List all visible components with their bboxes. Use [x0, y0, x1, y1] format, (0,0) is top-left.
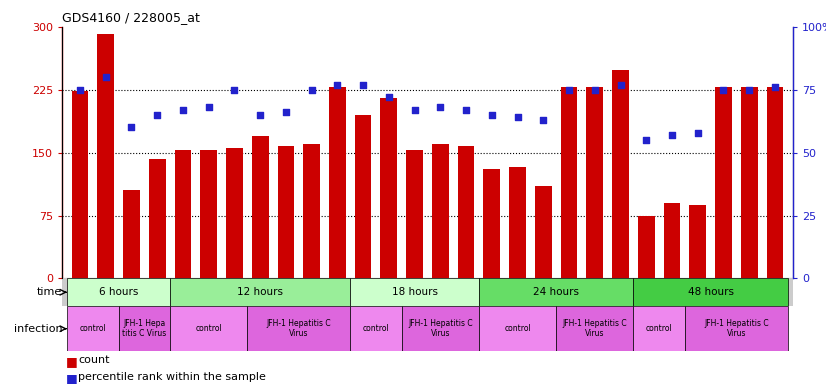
Text: percentile rank within the sample: percentile rank within the sample: [78, 372, 266, 382]
Text: JFH-1 Hepa
titis C Virus: JFH-1 Hepa titis C Virus: [122, 319, 167, 338]
Point: [305, 87, 318, 93]
Bar: [638, 215, 655, 278]
Point: [434, 104, 447, 111]
Bar: [174, 150, 192, 278]
Point: [511, 114, 525, 121]
Bar: [509, 167, 526, 278]
Bar: [690, 205, 706, 278]
Point: [408, 107, 421, 113]
Text: 6 hours: 6 hours: [99, 287, 138, 297]
Bar: [226, 149, 243, 278]
Bar: [97, 35, 114, 278]
Bar: [72, 91, 88, 278]
Bar: [406, 150, 423, 278]
Point: [176, 107, 189, 113]
Bar: [67, 278, 170, 306]
Point: [125, 124, 138, 131]
Point: [588, 87, 601, 93]
Bar: [586, 87, 603, 278]
Text: infection: infection: [14, 324, 63, 334]
Point: [228, 87, 241, 93]
Text: JFH-1 Hepatitis C
Virus: JFH-1 Hepatitis C Virus: [408, 319, 472, 338]
Point: [768, 84, 781, 90]
Point: [74, 87, 87, 93]
Point: [717, 87, 730, 93]
Bar: [170, 306, 247, 351]
Bar: [381, 98, 397, 278]
Text: 24 hours: 24 hours: [533, 287, 579, 297]
Bar: [767, 87, 783, 278]
Text: ■: ■: [66, 372, 78, 384]
Text: JFH-1 Hepatitis C
Virus: JFH-1 Hepatitis C Virus: [704, 319, 769, 338]
Bar: [252, 136, 268, 278]
Bar: [663, 203, 681, 278]
Text: time: time: [37, 287, 63, 297]
Bar: [149, 159, 165, 278]
Bar: [458, 146, 474, 278]
Bar: [350, 306, 401, 351]
Bar: [329, 87, 346, 278]
Text: control: control: [195, 324, 222, 333]
Text: 12 hours: 12 hours: [237, 287, 283, 297]
Point: [485, 112, 498, 118]
Text: GDS4160 / 228005_at: GDS4160 / 228005_at: [62, 11, 200, 24]
Point: [563, 87, 576, 93]
Point: [691, 129, 705, 136]
Text: JFH-1 Hepatitis C
Virus: JFH-1 Hepatitis C Virus: [563, 319, 627, 338]
Text: JFH-1 Hepatitis C
Virus: JFH-1 Hepatitis C Virus: [267, 319, 331, 338]
Bar: [432, 144, 449, 278]
Bar: [715, 87, 732, 278]
Text: 48 hours: 48 hours: [687, 287, 733, 297]
Bar: [741, 87, 757, 278]
Point: [382, 94, 396, 100]
Point: [279, 109, 292, 116]
Bar: [401, 306, 479, 351]
Point: [666, 132, 679, 138]
Text: 18 hours: 18 hours: [392, 287, 438, 297]
Bar: [634, 278, 788, 306]
Bar: [479, 306, 556, 351]
Bar: [354, 115, 372, 278]
Bar: [67, 306, 119, 351]
Bar: [612, 71, 629, 278]
Point: [743, 87, 756, 93]
Bar: [170, 278, 350, 306]
Bar: [200, 150, 217, 278]
Point: [202, 104, 216, 111]
Bar: [303, 144, 320, 278]
Point: [99, 74, 112, 80]
Text: control: control: [79, 324, 107, 333]
Bar: [278, 146, 294, 278]
Bar: [535, 186, 552, 278]
Bar: [634, 306, 685, 351]
Bar: [123, 190, 140, 278]
Point: [150, 112, 164, 118]
Text: control: control: [363, 324, 389, 333]
Text: count: count: [78, 355, 110, 365]
Point: [330, 82, 344, 88]
Bar: [685, 306, 788, 351]
Text: ■: ■: [66, 355, 78, 368]
Bar: [479, 278, 634, 306]
Bar: [483, 169, 501, 278]
Bar: [119, 306, 170, 351]
Point: [254, 112, 267, 118]
Text: control: control: [646, 324, 672, 333]
Point: [459, 107, 472, 113]
Point: [614, 82, 627, 88]
Point: [537, 117, 550, 123]
Text: control: control: [504, 324, 531, 333]
Bar: [247, 306, 350, 351]
Bar: [556, 306, 634, 351]
Bar: [561, 87, 577, 278]
Bar: [350, 278, 479, 306]
Point: [357, 82, 370, 88]
Point: [639, 137, 653, 143]
